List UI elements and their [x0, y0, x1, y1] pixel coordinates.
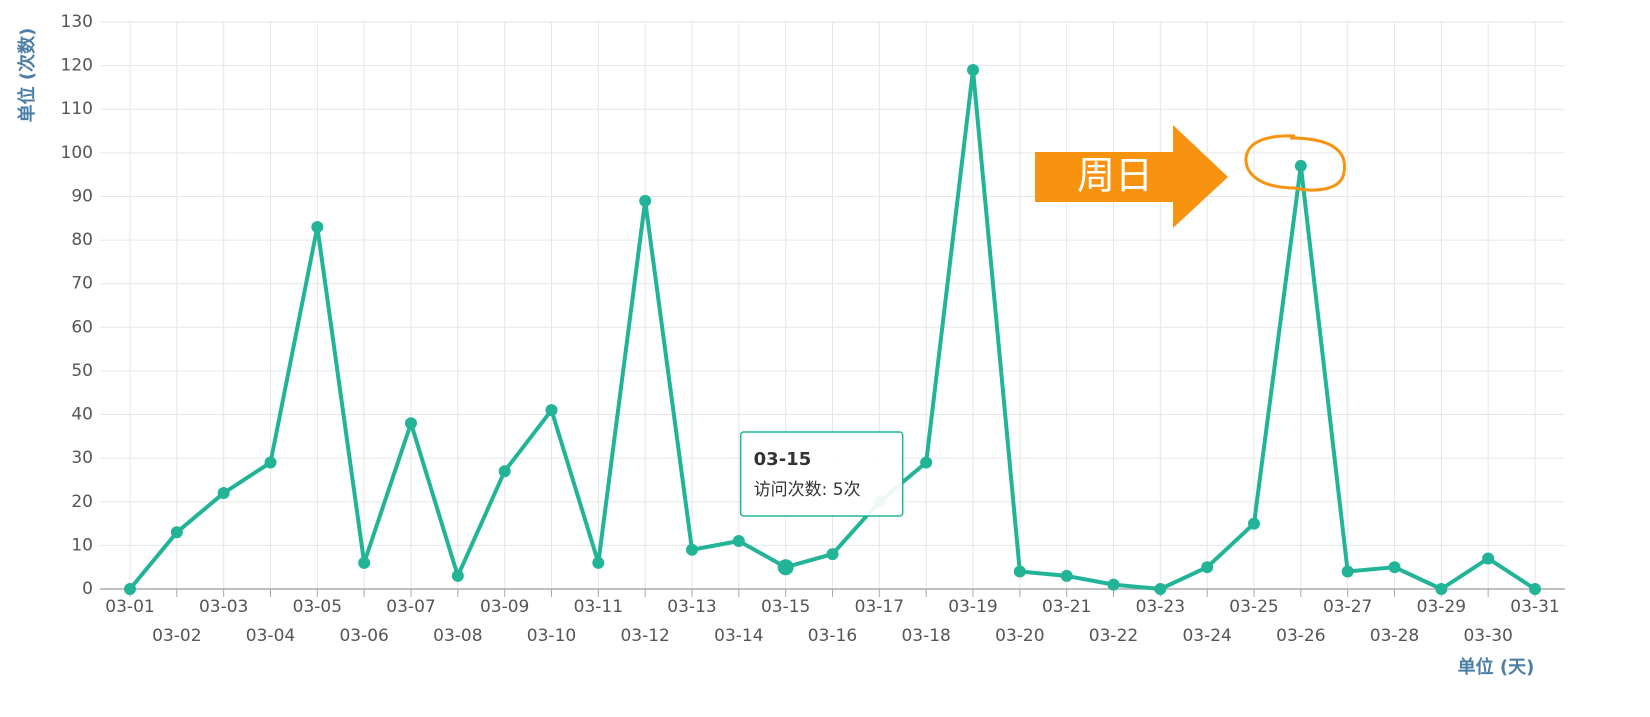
x-tick-label: 03-19 — [948, 597, 997, 617]
data-point — [732, 535, 745, 548]
x-tick-label: 03-05 — [293, 597, 342, 617]
x-tick-label: 03-23 — [1136, 597, 1185, 617]
data-point — [1154, 583, 1167, 595]
y-tick-label: 20 — [71, 492, 93, 512]
annotation-text: 周日 — [1077, 154, 1153, 198]
data-point — [967, 63, 979, 76]
y-tick-label: 40 — [71, 405, 93, 425]
data-point — [639, 194, 652, 207]
x-tick-label: 03-22 — [1089, 626, 1138, 646]
data-point — [686, 543, 698, 556]
y-tick-label: 70 — [71, 274, 93, 294]
data-point — [920, 456, 933, 469]
x-tick-label: 03-30 — [1463, 626, 1512, 646]
x-tick-label: 03-26 — [1276, 626, 1325, 646]
data-point — [1294, 159, 1307, 172]
data-point — [217, 487, 230, 500]
x-tick-label: 03-16 — [808, 626, 857, 646]
x-tick-label: 03-03 — [199, 597, 248, 617]
annotation-arrow — [1035, 125, 1228, 228]
tooltip-box — [739, 431, 904, 517]
x-tick-label: 03-15 — [761, 597, 810, 617]
x-tick-label: 03-12 — [620, 626, 669, 646]
x-tick-label: 03-08 — [433, 626, 482, 646]
x-tick-label: 03-14 — [714, 626, 763, 646]
y-tick-label: 120 — [61, 56, 93, 76]
x-tick-label: 03-31 — [1510, 597, 1559, 617]
data-point — [1435, 583, 1448, 595]
tooltip-text: 访问次数: 5次 — [754, 480, 861, 500]
y-tick-label: 80 — [71, 230, 93, 250]
data-point — [1482, 552, 1495, 565]
data-point — [1529, 583, 1541, 595]
x-tick-label: 03-17 — [855, 597, 904, 617]
x-tick-label: 03-24 — [1182, 626, 1231, 646]
x-tick-label: 03-18 — [901, 626, 950, 646]
data-point — [451, 569, 464, 582]
y-tick-label: 60 — [71, 317, 93, 337]
data-point — [124, 583, 136, 595]
data-point — [311, 220, 324, 233]
y-tick-label: 30 — [71, 448, 93, 468]
data-point — [777, 559, 794, 576]
x-tick-label: 03-11 — [574, 597, 623, 617]
data-point — [170, 526, 183, 539]
x-tick-label: 03-06 — [339, 626, 388, 646]
x-tick-label: 03-09 — [480, 597, 529, 617]
x-tick-label: 03-21 — [1042, 597, 1091, 617]
y-tick-label: 130 — [61, 12, 93, 32]
data-point — [1201, 561, 1214, 574]
data-point — [545, 404, 558, 417]
data-point — [826, 548, 839, 561]
data-point — [1341, 565, 1354, 578]
x-tick-label: 03-29 — [1417, 597, 1466, 617]
data-point — [1060, 569, 1073, 582]
x-tick-label: 03-10 — [527, 626, 576, 646]
x-tick-label: 03-20 — [995, 626, 1044, 646]
x-tick-label: 03-01 — [105, 597, 154, 617]
data-point — [358, 556, 371, 569]
data-point — [592, 556, 605, 569]
y-tick-label: 0 — [82, 579, 93, 599]
x-tick-label: 03-25 — [1229, 597, 1278, 617]
data-point — [498, 465, 511, 478]
y-tick-label: 10 — [71, 535, 93, 555]
y-tick-label: 50 — [71, 361, 93, 381]
y-tick-label: 90 — [71, 186, 93, 206]
y-tick-label: 110 — [61, 99, 93, 119]
x-tick-label: 03-28 — [1370, 626, 1419, 646]
tooltip-title: 03-15 — [754, 449, 812, 470]
data-point — [1107, 578, 1120, 591]
y-tick-label: 100 — [61, 143, 93, 163]
x-tick-label: 03-07 — [386, 597, 435, 617]
data-point — [405, 417, 417, 430]
annotation-circle — [1244, 134, 1347, 192]
data-point — [264, 456, 277, 469]
x-tick-label: 03-04 — [246, 626, 295, 646]
data-point — [1248, 517, 1260, 530]
y-axis-title: 单位 (次数) — [16, 28, 38, 123]
x-axis-title: 单位 (天) — [1458, 656, 1535, 678]
data-point — [1013, 565, 1026, 578]
x-tick-label: 03-02 — [152, 626, 201, 646]
x-tick-label: 03-27 — [1323, 597, 1372, 617]
data-point — [1388, 561, 1401, 574]
x-tick-label: 03-13 — [667, 597, 716, 617]
